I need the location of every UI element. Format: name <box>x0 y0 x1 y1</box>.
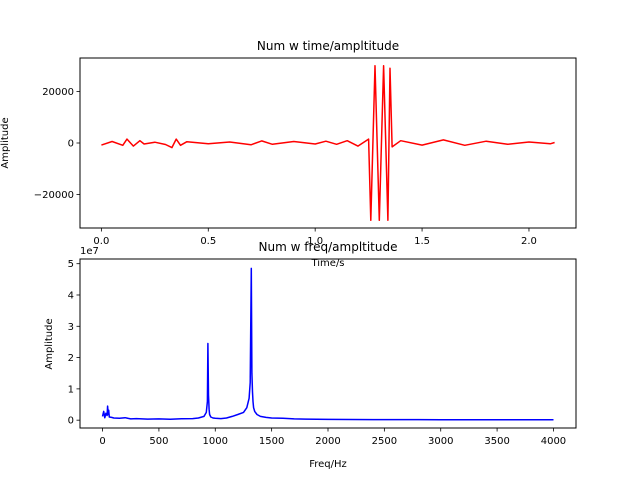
x-tick-label: 3500 <box>484 436 509 447</box>
x-tick-label: 1500 <box>259 436 284 447</box>
x-tick-label: 1.0 <box>307 236 323 247</box>
y-tick-label: 0 <box>68 139 74 150</box>
y-tick-label: 5 <box>68 259 74 270</box>
x-tick-label: 2500 <box>372 436 397 447</box>
plot-area <box>101 64 555 222</box>
chart-freq-amplitude: Num w freq/ampltitude 0 500 1000 1500 2000 25… <box>44 240 577 470</box>
x-tick-label: 0.0 <box>93 236 109 247</box>
x-axis: 0.0 0.5 1.0 1.5 2.0 <box>93 228 537 247</box>
x-axis-label: Freq/Hz <box>309 459 347 470</box>
y-tick-label: 0 <box>68 416 74 427</box>
y-axis: −20000 0 20000 <box>34 87 80 201</box>
y-tick-label: 2 <box>68 353 74 364</box>
x-tick-label: 2000 <box>315 436 340 447</box>
series-line-0 <box>101 267 554 421</box>
y-axis-label: Amplitude <box>0 117 11 168</box>
x-tick-label: 0 <box>99 436 105 447</box>
x-tick-label: 0.5 <box>200 236 216 247</box>
plot-area <box>101 267 554 421</box>
y-tick-label: 20000 <box>42 87 74 98</box>
y-axis: 0 1 2 3 4 5 <box>68 259 80 427</box>
x-tick-label: 500 <box>149 436 168 447</box>
y-axis-label: Amplitude <box>44 318 55 369</box>
y-tick-label: −20000 <box>34 190 74 201</box>
y-tick-label: 3 <box>68 322 74 333</box>
chart-time-amplitude: Num w time/ampltitude 0.0 0.5 1.0 1.5 2.0 −2… <box>0 39 577 269</box>
y-offset-text: 1e7 <box>80 246 99 257</box>
chart-title: Num w freq/ampltitude <box>259 240 398 254</box>
x-tick-label: 1000 <box>203 436 228 447</box>
y-tick-label: 4 <box>68 290 74 301</box>
x-tick-label: 2.0 <box>521 236 537 247</box>
x-tick-label: 3000 <box>428 436 453 447</box>
x-tick-label: 4000 <box>541 436 566 447</box>
x-axis-label: Time/s <box>310 258 344 269</box>
chart-title: Num w time/ampltitude <box>257 39 399 53</box>
x-tick-label: 1.5 <box>414 236 430 247</box>
series-line-0 <box>101 64 555 222</box>
x-axis: 0 500 1000 1500 2000 2500 3000 3500 4000 <box>99 428 566 447</box>
y-tick-label: 1 <box>68 384 74 395</box>
